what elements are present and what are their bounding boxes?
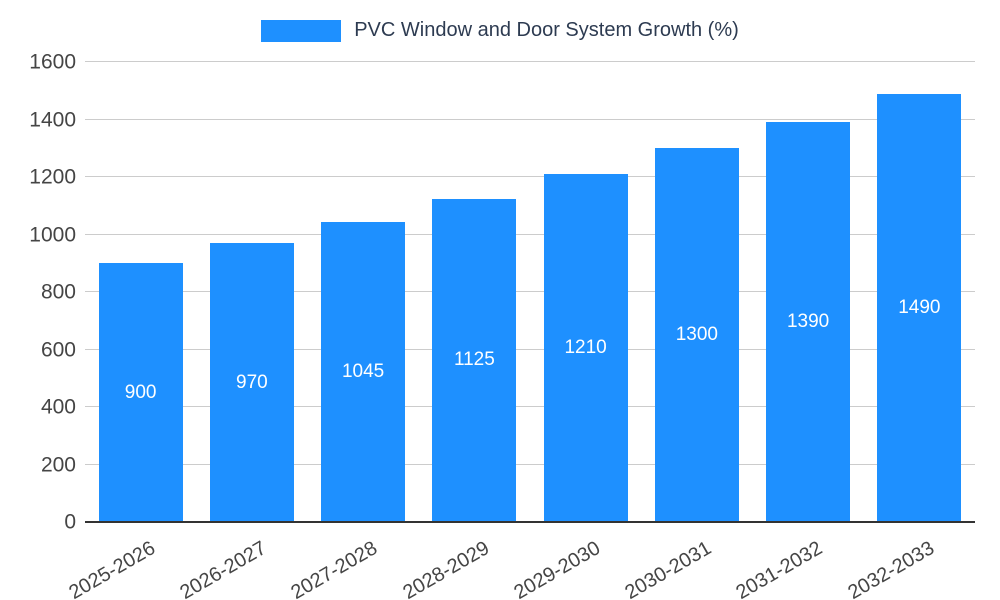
- x-tick-label: 2026-2027: [176, 537, 271, 600]
- y-tick-label: 200: [40, 453, 76, 476]
- x-tick-label: 2025-2026: [65, 537, 160, 600]
- bar: 1125: [432, 198, 517, 522]
- y-tick-label: 1400: [29, 108, 76, 131]
- y-tick-label: 800: [40, 280, 76, 304]
- bar-value-label: 900: [124, 381, 157, 403]
- gridline: [85, 406, 975, 407]
- y-tick-label: 600: [40, 338, 76, 361]
- x-tick-label: 2027-2028: [287, 537, 382, 600]
- gridline: [85, 61, 975, 62]
- y-tick-label: 1600: [29, 50, 76, 74]
- x-tick-label: 2032-2033: [844, 537, 938, 600]
- y-tick-label: 400: [40, 395, 76, 419]
- bar: 1490: [877, 93, 962, 522]
- x-tick-label: 2029-2030: [510, 537, 605, 600]
- gridline: [85, 463, 975, 465]
- chart-legend: PVC Window and Door System Growth (%): [0, 19, 1000, 42]
- bar-value-label: 1210: [564, 337, 607, 359]
- bar: 970: [209, 243, 294, 522]
- y-tick-label: 0: [64, 510, 76, 534]
- x-axis-baseline: [85, 521, 975, 523]
- gridline: [85, 233, 975, 235]
- plot-area: 900 970 1045 1125 1210 1300 1390 1490: [85, 61, 975, 523]
- bar: 900: [98, 263, 183, 522]
- gridline: [85, 176, 975, 177]
- bar: 1390: [766, 122, 851, 522]
- x-tick-label: 2031-2032: [732, 537, 827, 600]
- bar-value-label: 1300: [675, 324, 719, 346]
- x-tick-label: 2030-2031: [621, 537, 716, 600]
- bar: 1300: [654, 148, 739, 522]
- x-tick-label: 2028-2029: [399, 537, 493, 600]
- bar-value-label: 1490: [898, 296, 941, 318]
- y-axis-labels: 0 200 400 600 800 1000 1200 1400 1600: [0, 52, 76, 533]
- bar: 1045: [321, 221, 406, 522]
- y-tick-label: 1200: [29, 165, 76, 189]
- gridline: [85, 118, 975, 120]
- legend-swatch: [261, 19, 342, 42]
- bar-value-label: 1045: [341, 360, 385, 382]
- x-axis-labels: 2025-2026 2026-2027 2027-2028 2028-2029 2029…: [65, 526, 975, 600]
- gridline: [85, 291, 975, 292]
- y-tick-label: 1000: [29, 223, 76, 246]
- gridline: [85, 348, 975, 350]
- chart-title: PVC Window and Door System Growth (%): [354, 19, 739, 41]
- bar-value-label: 1125: [453, 349, 495, 371]
- bar-value-label: 970: [236, 371, 268, 393]
- bar-value-label: 1390: [786, 311, 830, 333]
- bar: 1210: [543, 174, 628, 522]
